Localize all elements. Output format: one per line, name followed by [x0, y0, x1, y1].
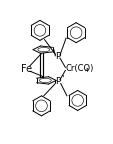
Text: ': ' [60, 75, 63, 84]
Text: Fe: Fe [21, 64, 32, 74]
Text: Cr(CO): Cr(CO) [65, 64, 93, 73]
Text: 4: 4 [84, 68, 88, 73]
Text: P: P [54, 52, 60, 61]
Text: P: P [54, 77, 60, 86]
